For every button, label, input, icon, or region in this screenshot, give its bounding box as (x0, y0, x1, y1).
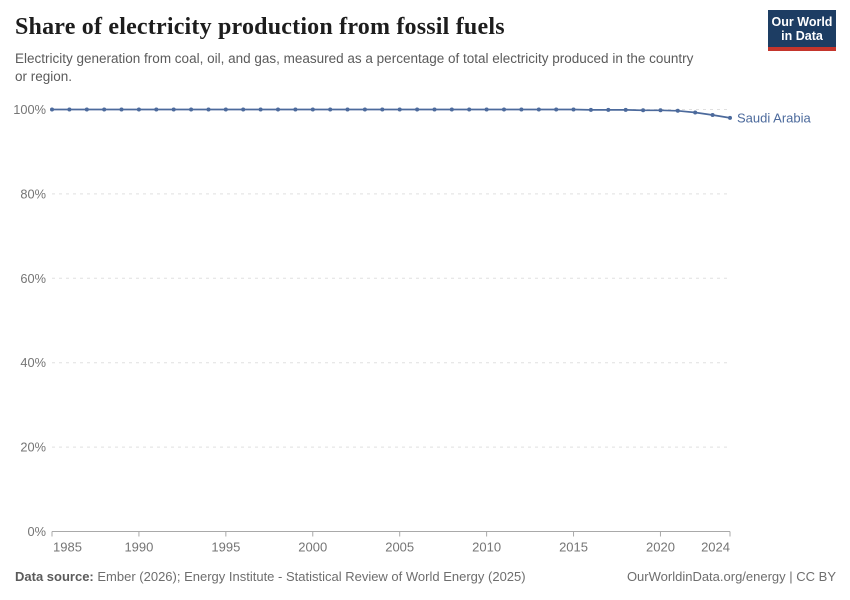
data-point[interactable] (84, 107, 89, 112)
y-tick-label: 60% (20, 271, 46, 286)
data-point[interactable] (571, 107, 576, 112)
data-point[interactable] (136, 107, 141, 112)
page-title: Share of electricity production from fos… (15, 14, 505, 40)
x-tick-label: 2000 (298, 540, 327, 555)
data-point[interactable] (50, 107, 54, 112)
x-tick-label: 1995 (211, 540, 240, 555)
data-point[interactable] (519, 107, 524, 112)
data-point[interactable] (606, 107, 611, 112)
data-point[interactable] (623, 107, 628, 112)
data-point[interactable] (328, 107, 333, 112)
data-source-label: Data source: (15, 569, 94, 584)
data-point[interactable] (415, 107, 420, 112)
x-tick-label: 2024 (701, 540, 730, 555)
owid-logo-line1: Our World (771, 15, 833, 29)
y-tick-label: 100% (13, 102, 46, 117)
x-tick-label: 1990 (124, 540, 153, 555)
data-point[interactable] (345, 107, 350, 112)
data-point[interactable] (397, 107, 402, 112)
data-point[interactable] (432, 107, 437, 112)
data-point[interactable] (67, 107, 72, 112)
data-point[interactable] (484, 107, 489, 112)
x-tick-label: 2010 (472, 540, 501, 555)
data-point[interactable] (293, 107, 298, 112)
series-label[interactable]: Saudi Arabia (737, 110, 811, 125)
x-tick-label: 2020 (646, 540, 675, 555)
data-point[interactable] (119, 107, 124, 112)
data-point[interactable] (154, 107, 159, 112)
data-point[interactable] (641, 108, 646, 113)
y-tick-label: 20% (20, 440, 46, 455)
data-point[interactable] (380, 107, 385, 112)
data-point[interactable] (310, 107, 315, 112)
data-point[interactable] (276, 107, 280, 112)
x-tick-label: 1985 (53, 540, 82, 555)
data-point[interactable] (189, 107, 194, 112)
data-point[interactable] (588, 107, 593, 112)
y-tick-label: 0% (28, 524, 47, 539)
x-tick-label: 2015 (559, 540, 588, 555)
y-tick-label: 40% (20, 355, 46, 370)
series-line[interactable] (51, 108, 731, 119)
data-point[interactable] (675, 108, 680, 113)
data-point[interactable] (206, 107, 211, 112)
data-point[interactable] (449, 107, 454, 112)
data-point[interactable] (502, 107, 506, 112)
data-point[interactable] (102, 107, 107, 112)
data-point[interactable] (693, 110, 698, 115)
data-point[interactable] (554, 107, 559, 112)
y-tick-label: 80% (20, 186, 46, 201)
data-point[interactable] (241, 107, 246, 112)
chart-footer: Data source: Ember (2026); Energy Instit… (15, 569, 836, 584)
data-point[interactable] (171, 107, 176, 112)
data-point[interactable] (258, 107, 263, 112)
owid-logo-line2: in Data (781, 29, 823, 43)
data-point[interactable] (362, 107, 367, 112)
owid-logo[interactable]: Our World in Data (768, 10, 836, 51)
credit-link[interactable]: OurWorldinData.org/energy | CC BY (626, 569, 836, 584)
data-point[interactable] (658, 108, 663, 113)
data-point[interactable] (467, 107, 472, 112)
chart-subtitle: Electricity generation from coal, oil, a… (15, 51, 694, 84)
x-tick-label: 2005 (385, 540, 414, 555)
data-point[interactable] (536, 107, 541, 112)
data-source: Data source: Ember (2026); Energy Instit… (15, 569, 526, 584)
data-point[interactable] (710, 113, 715, 117)
data-point[interactable] (223, 107, 228, 112)
data-point[interactable] (728, 115, 732, 120)
data-source-text: Ember (2026); Energy Institute - Statist… (97, 569, 526, 584)
